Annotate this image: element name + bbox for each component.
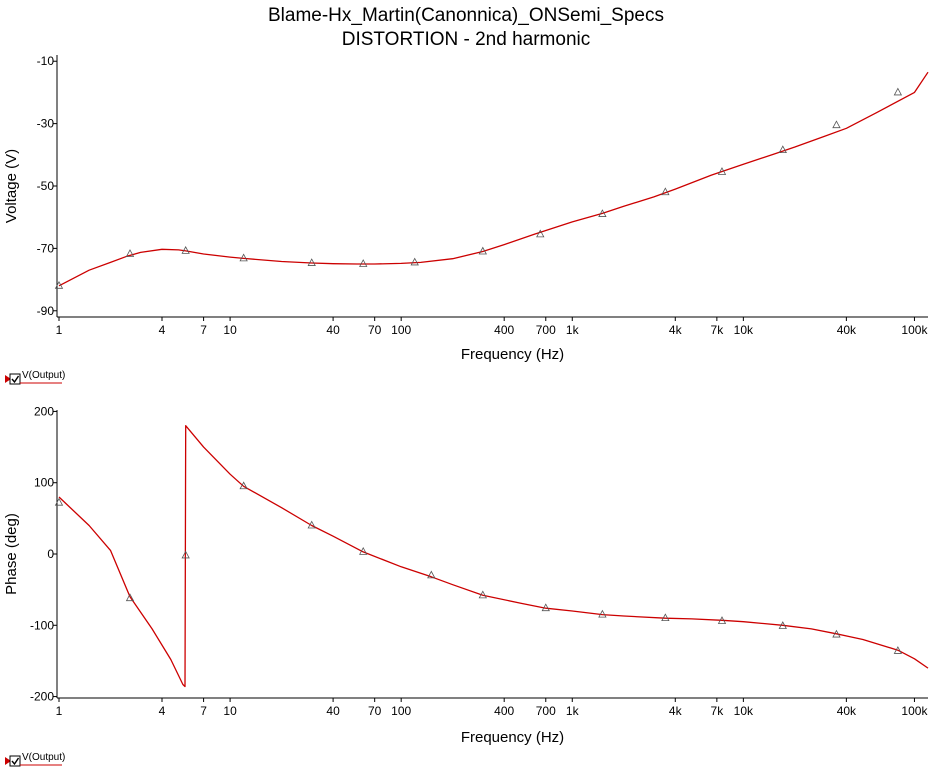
y-tick-label: -90 [37,304,55,318]
legend-label: V(Output) [22,370,65,381]
y-tick-label: -70 [37,241,55,255]
y-tick-label: 0 [47,547,54,561]
x-tick-label: 10 [223,323,237,337]
legend-label: V(Output) [22,752,65,763]
data-point-marker [125,593,135,602]
data-point-marker [181,246,190,254]
x-tick-label: 1k [566,704,580,718]
legend-checkbox[interactable] [9,755,21,767]
data-point-marker [478,246,487,255]
x-tick-label: 4k [669,704,683,718]
y-tick-label: 200 [34,404,54,418]
y-tick-label: -200 [30,690,54,704]
x-tick-label: 100k [901,704,928,718]
x-tick-label: 7 [200,323,207,337]
x-tick-label: 100 [391,323,411,337]
chart-title: Blame-Hx_Martin(Canonnica)_ONSemi_Specs [268,5,664,26]
x-tick-label: 70 [368,704,382,718]
x-tick-label: 40 [326,704,340,718]
x-tick-label: 100k [901,323,928,337]
y-tick-label: -10 [37,54,55,68]
series-line [58,425,929,688]
chart-subtitle: DISTORTION - 2nd harmonic [342,29,590,50]
checkmark-icon [11,375,20,384]
data-point-marker [239,253,248,262]
data-point-marker [598,609,607,618]
x-tick-label: 400 [494,704,514,718]
x-tick-label: 1k [566,323,580,337]
legend-marker-icon [5,757,11,765]
x-tick-label: 1 [56,323,63,337]
y-axis-title: Voltage (V) [3,149,20,223]
magnitude-plot: -10 -30 -50 -70 -901 4 7 10 40 70 100 400 700 1k 4k 7k 1… [3,54,929,363]
x-tick-label: 10k [734,323,754,337]
data-point-marker [54,280,64,289]
series-line [58,71,929,287]
data-point-marker [478,590,487,599]
data-point-marker [661,613,670,622]
y-tick-label: -100 [30,618,54,632]
data-point-marker [541,603,550,612]
x-tick-label: 1 [56,704,63,718]
data-point-marker [239,481,248,490]
x-tick-label: 400 [494,323,514,337]
data-point-marker [717,616,727,624]
x-tick-label: 4k [669,323,683,337]
x-axis-title: Frequency (Hz) [461,346,564,363]
data-point-marker [893,646,903,654]
checkmark-icon [11,757,20,766]
y-axis-title: Phase (deg) [3,513,20,595]
data-point-marker [307,520,316,529]
data-point-marker [832,629,841,638]
data-point-marker [661,187,670,196]
data-point-marker [54,497,64,506]
data-point-marker [778,621,787,629]
y-tick-label: -30 [37,117,55,131]
data-point-marker [427,570,436,579]
data-point-marker [536,229,545,238]
data-point-marker [181,550,190,559]
y-tick-label: -50 [37,179,55,193]
legend-checkbox[interactable] [9,373,21,385]
data-point-marker [832,120,841,129]
x-tick-label: 100 [391,704,411,718]
data-point-marker [125,249,135,257]
data-point-marker [307,258,316,266]
x-tick-label: 40 [326,323,340,337]
x-tick-label: 4 [159,323,166,337]
x-tick-label: 10k [734,704,754,718]
data-point-marker [598,209,607,217]
data-point-marker [410,257,419,266]
y-tick-label: 100 [34,476,54,490]
data-point-marker [717,167,727,175]
x-tick-label: 7k [711,704,725,718]
x-tick-label: 700 [536,704,556,718]
legend-phase[interactable]: V(Output) [5,752,65,767]
data-point-marker [893,87,903,96]
x-tick-label: 10 [223,704,237,718]
legend-magnitude[interactable]: V(Output) [5,370,65,385]
x-tick-label: 7 [200,704,207,718]
x-tick-label: 40k [837,323,857,337]
legend-marker-icon [5,375,11,383]
x-tick-label: 4 [159,704,166,718]
x-tick-label: 40k [837,704,857,718]
x-axis-title: Frequency (Hz) [461,729,564,746]
data-point-marker [778,145,787,154]
x-tick-label: 7k [711,323,725,337]
data-point-marker [359,547,368,555]
x-tick-label: 70 [368,323,382,337]
x-tick-label: 700 [536,323,556,337]
data-point-marker [359,259,368,267]
